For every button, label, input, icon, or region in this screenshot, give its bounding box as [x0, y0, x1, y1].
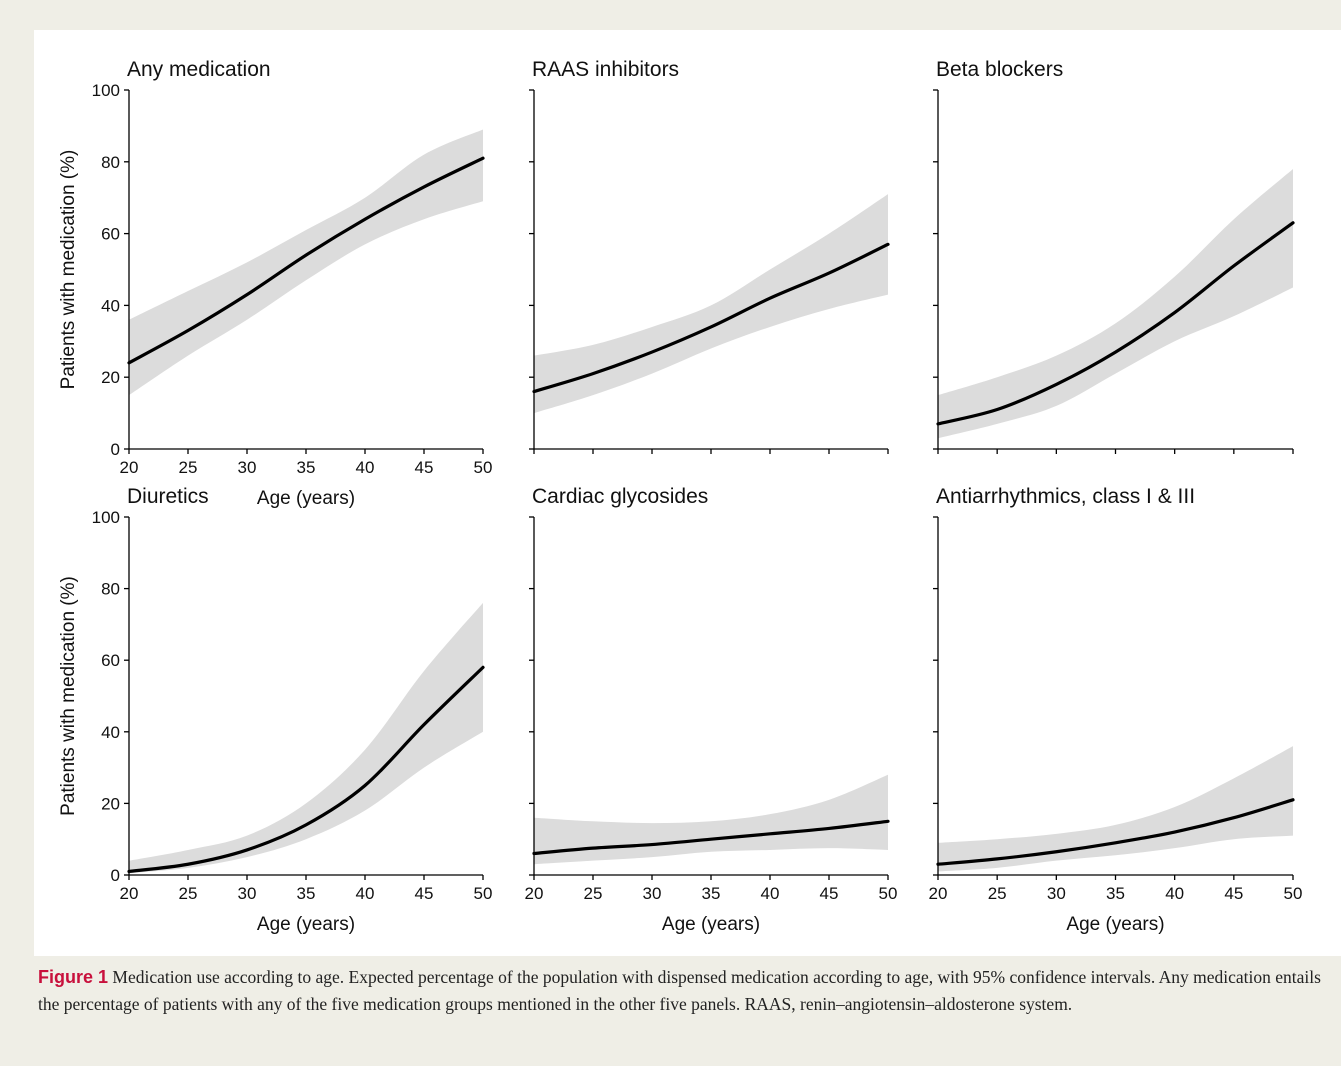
y-tick-label: 100: [92, 81, 120, 100]
x-tick-label: 35: [702, 884, 721, 903]
x-tick-label: 50: [1284, 884, 1303, 903]
confidence-band: [534, 774, 888, 865]
panel-title: Antiarrhythmics, class I & III: [936, 485, 1195, 508]
chart-panel-2: RAAS inhibitors: [529, 58, 890, 454]
series-line: [936, 221, 1295, 426]
x-tick-label: 30: [1047, 884, 1066, 903]
x-tick-label: 40: [761, 884, 780, 903]
chart-panel-6: 20 25 30 35 40 45 50 Antiarrhythmics, class I &…: [929, 485, 1303, 935]
x-tick-label: 20: [929, 884, 948, 903]
x-axis-label: Age (years): [662, 914, 760, 935]
y-tick-label: 40: [101, 296, 120, 315]
x-axis-label: Age (years): [257, 914, 355, 935]
x-tick-label: 45: [1224, 884, 1243, 903]
x-tick-label: 20: [120, 884, 139, 903]
x-tick-label: 50: [474, 458, 493, 477]
x-tick-label: 30: [643, 884, 662, 903]
y-tick-label: 80: [101, 153, 120, 172]
confidence-band: [938, 746, 1293, 872]
x-tick-label: 45: [415, 458, 434, 477]
y-tick-label: 60: [101, 225, 120, 244]
x-tick-label: 40: [356, 884, 375, 903]
confidence-band: [129, 129, 483, 396]
x-tick-label: 30: [238, 884, 257, 903]
figure-label: Figure 1: [38, 967, 109, 987]
series-line: [127, 156, 485, 365]
series-line: [532, 819, 890, 856]
panel-title: RAAS inhibitors: [532, 58, 679, 81]
panel-title: Cardiac glycosides: [532, 485, 708, 508]
y-tick-label: 80: [101, 580, 120, 599]
x-tick-label: 20: [525, 884, 544, 903]
x-tick-label: 50: [474, 884, 493, 903]
y-tick-label: 40: [101, 723, 120, 742]
chart-panel-3: Beta blockers: [933, 58, 1295, 454]
x-tick-label: 25: [988, 884, 1007, 903]
x-axis-label: Age (years): [1066, 914, 1164, 935]
y-tick-label: 20: [101, 794, 120, 813]
confidence-band: [129, 602, 483, 874]
y-axis-label: Patients with medication (%): [58, 576, 79, 816]
x-tick-label: 35: [297, 884, 316, 903]
x-tick-label: 25: [584, 884, 603, 903]
y-tick-label: 0: [111, 440, 120, 459]
figure-panel: 0 20 40 60 80 100 20 25 30 35 40 45 50 Any medication…: [34, 30, 1341, 956]
x-tick-label: 20: [120, 458, 139, 477]
x-tick-label: 45: [415, 884, 434, 903]
y-tick-label: 20: [101, 368, 120, 387]
confidence-band: [534, 194, 888, 414]
confidence-band: [938, 168, 1293, 439]
x-tick-label: 35: [297, 458, 316, 477]
x-axis-label: Age (years): [257, 488, 355, 509]
x-tick-label: 25: [179, 458, 198, 477]
series-line: [532, 242, 890, 394]
series-line: [936, 798, 1295, 866]
caption-text: Medication use according to age. Expecte…: [38, 967, 1321, 1014]
series-line: [127, 665, 485, 874]
x-tick-label: 45: [820, 884, 839, 903]
y-axis-label: Patients with medication (%): [58, 150, 79, 390]
chart-panel-5: 20 25 30 35 40 45 50 Cardiac glycosides Age (yea…: [525, 485, 898, 935]
y-tick-label: 60: [101, 651, 120, 670]
panel-title: Diuretics: [127, 485, 209, 508]
x-tick-label: 35: [1106, 884, 1125, 903]
x-tick-label: 25: [179, 884, 198, 903]
x-tick-label: 40: [1165, 884, 1184, 903]
panel-title: Beta blockers: [936, 58, 1063, 81]
y-tick-label: 100: [92, 508, 120, 527]
figure-caption: Figure 1 Medication use according to age…: [38, 964, 1333, 1018]
x-tick-label: 30: [238, 458, 257, 477]
x-tick-label: 50: [879, 884, 898, 903]
x-tick-label: 40: [356, 458, 375, 477]
panel-title: Any medication: [127, 58, 271, 81]
y-tick-label: 0: [111, 866, 120, 885]
